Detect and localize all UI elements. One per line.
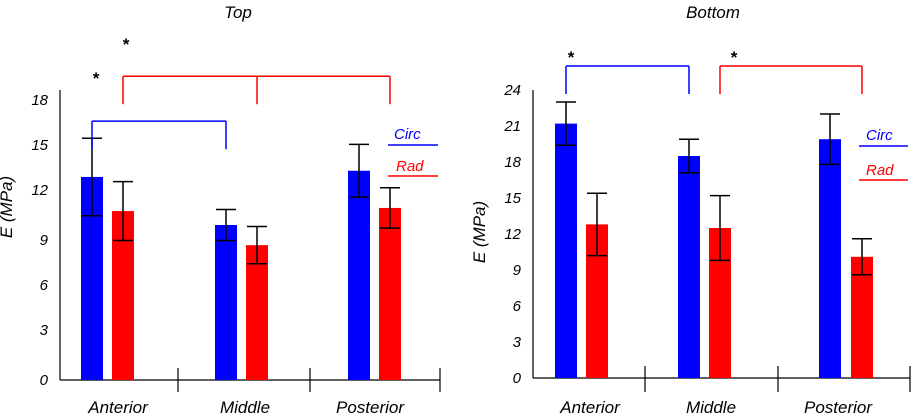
bar-rad — [851, 256, 873, 378]
bar-circ — [819, 139, 841, 378]
significance-star: * — [731, 48, 738, 67]
y-tick-label: 6 — [40, 277, 49, 294]
x-category-label: Middle — [220, 398, 270, 417]
y-tick-label: 12 — [31, 182, 48, 199]
chart-bottom: Bottom E (MPa) 0 3 6 9 12 15 18 21 24 An… — [470, 3, 911, 417]
y-tick-label: 15 — [504, 190, 521, 207]
bar-rad — [586, 224, 608, 378]
y-tick-label: 18 — [31, 92, 48, 109]
legend-label-circ: Circ — [394, 126, 421, 143]
legend-label-rad: Rad — [866, 162, 894, 179]
y-tick-label: 24 — [503, 82, 521, 99]
chart-top: Top E (MPa) 0 3 6 9 12 15 18 Anterior Mi… — [0, 3, 441, 417]
y-tick-label: 18 — [504, 154, 521, 171]
bar-rad — [112, 211, 134, 380]
y-tick-label: 9 — [40, 232, 49, 249]
bars — [81, 137, 401, 380]
bar-circ — [555, 123, 577, 378]
significance-star: * — [93, 69, 100, 88]
y-tick-label: 0 — [513, 370, 522, 387]
significance-star: * — [568, 48, 575, 67]
y-tick-label: 12 — [504, 226, 521, 243]
y-axis-label: E (MPa) — [470, 201, 489, 263]
x-category-label: Posterior — [336, 398, 405, 417]
y-tick-label: 6 — [513, 298, 522, 315]
significance-star: * — [123, 35, 130, 54]
bar-circ — [678, 156, 700, 378]
chart-title: Top — [224, 3, 252, 22]
y-tick-label: 21 — [503, 118, 521, 135]
bar-circ — [81, 176, 103, 380]
bars — [555, 101, 873, 378]
bar-circ — [348, 170, 370, 380]
bar-rad — [709, 228, 731, 378]
y-tick-label: 3 — [513, 334, 522, 351]
significance-brackets — [91, 75, 391, 150]
bar-rad — [379, 207, 401, 380]
significance-brackets — [565, 65, 863, 94]
x-category-label: Anterior — [559, 398, 621, 417]
x-category-label: Anterior — [87, 398, 149, 417]
y-tick-label: 3 — [40, 322, 49, 339]
y-tick-label: 9 — [513, 262, 522, 279]
y-tick-label: 0 — [40, 372, 49, 389]
bar-circ — [215, 225, 237, 380]
x-category-label: Middle — [686, 398, 736, 417]
bar-rad — [246, 245, 268, 380]
y-tick-label: 15 — [31, 137, 48, 154]
y-axis-label: E (MPa) — [0, 176, 16, 238]
legend-label-rad: Rad — [396, 158, 424, 175]
chart-title: Bottom — [686, 3, 740, 22]
x-category-label: Posterior — [804, 398, 873, 417]
legend-label-circ: Circ — [866, 127, 893, 144]
